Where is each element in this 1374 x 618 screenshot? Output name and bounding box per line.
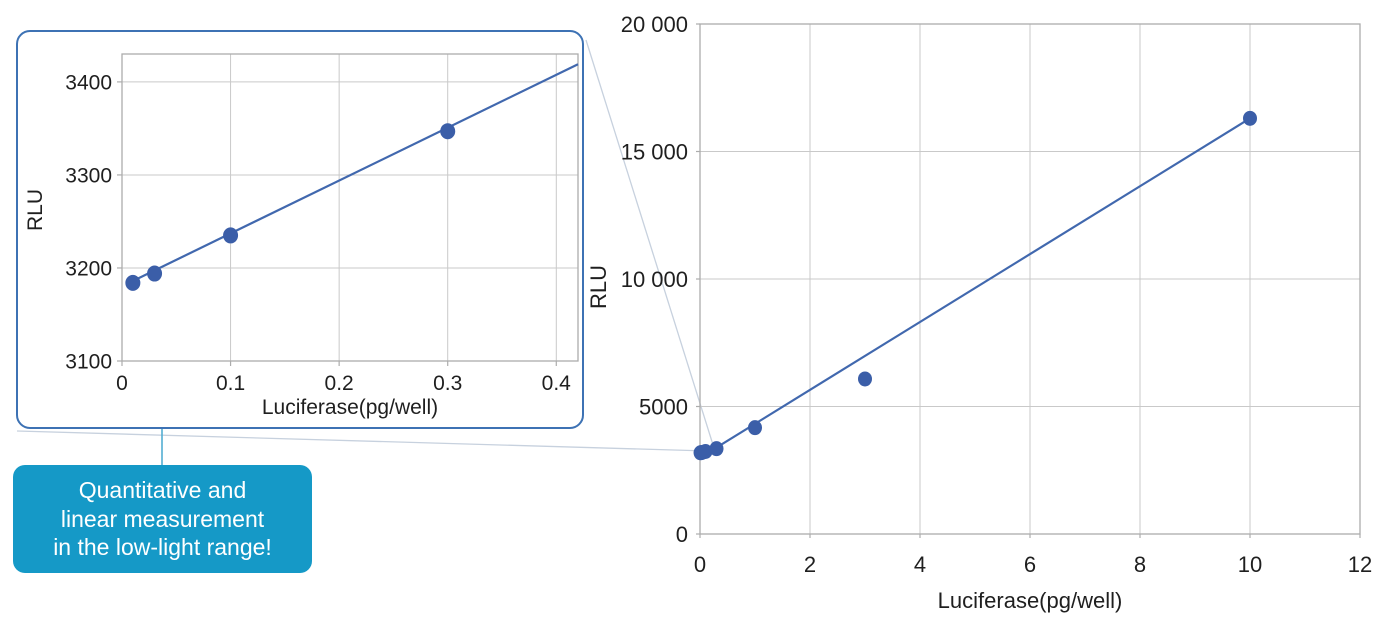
y-tick-label: 3100 [65,351,112,374]
y-tick-label: 10 000 [621,267,688,292]
data-point [858,371,872,387]
zoom-connector-top-line [585,39,715,449]
data-point [1243,110,1257,126]
callout-text-line: Quantitative and [78,477,247,504]
y-tick-label: 15 000 [621,139,688,164]
x-tick-label: 0.2 [325,372,354,395]
data-point [440,123,456,140]
callout-text-line: linear measurement [60,505,265,532]
x-tick-label: 0 [116,372,128,395]
x-tick-label: 12 [1348,552,1372,577]
data-point [748,420,762,436]
y-tick-label: 3200 [65,258,112,281]
x-axis-title: Luciferase(pg/well) [262,396,438,419]
plot-border [121,53,579,362]
callout-text-line: in the low-light range! [53,534,272,561]
x-tick-label: 0.4 [542,372,572,395]
x-tick-label: 4 [914,552,926,577]
x-tick-label: 10 [1238,552,1262,577]
y-tick-label: 3300 [65,164,112,187]
inset-chart-box [16,30,584,429]
x-tick-label: 0.3 [433,372,462,395]
y-axis-title: RLU [24,189,47,231]
callout-box: Quantitative and linear measurement in t… [13,465,312,573]
y-tick-label: 0 [676,522,688,547]
trend-line [132,63,579,282]
x-tick-label: 6 [1024,552,1036,577]
x-tick-label: 0.1 [216,372,245,395]
zoom-connector-bottom-line [16,430,709,452]
y-axis-title: RLU [586,265,611,309]
y-tick-label: 20 000 [621,12,688,37]
data-point [223,227,239,244]
data-point [698,444,713,460]
data-point [125,274,141,291]
y-tick-label: 3400 [65,71,112,94]
trend-line [714,117,1251,450]
data-point [709,441,724,457]
x-tick-label: 0 [694,552,706,577]
x-tick-label: 2 [804,552,816,577]
y-tick-label: 5000 [639,394,688,419]
data-point [147,265,163,282]
x-tick-label: 8 [1134,552,1146,577]
x-axis-title: Luciferase(pg/well) [938,588,1123,613]
